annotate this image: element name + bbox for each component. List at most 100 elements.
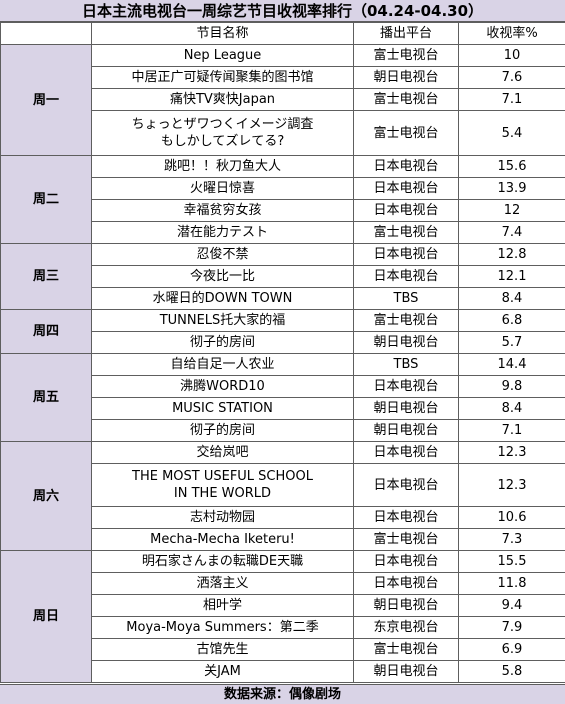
program-name: 忍俊不禁	[91, 243, 354, 266]
broadcast-platform: 日本电视台	[353, 199, 459, 222]
broadcast-platform: 朝日电视台	[353, 331, 459, 354]
broadcast-platform: 日本电视台	[353, 155, 459, 178]
rating-value: 6.9	[458, 638, 565, 661]
program-name: 水曜日的DOWN TOWN	[91, 287, 354, 310]
broadcast-platform: 日本电视台	[353, 375, 459, 398]
program-name: 今夜比一比	[91, 265, 354, 288]
broadcast-platform: 朝日电视台	[353, 419, 459, 442]
rating-value: 12.3	[458, 441, 565, 464]
header-name: 节目名称	[91, 22, 354, 45]
broadcast-platform: 富士电视台	[353, 221, 459, 244]
program-name-line2: もしかしてズレてる?	[160, 134, 285, 149]
broadcast-platform: 富士电视台	[353, 88, 459, 111]
broadcast-platform: 日本电视台	[353, 572, 459, 595]
table-row: 周三 忍俊不禁 日本电视台 12.8	[0, 243, 565, 310]
rating-value: 10.6	[458, 506, 565, 529]
program-name: 彻子的房间	[91, 331, 354, 354]
day-label: 周四	[0, 309, 92, 354]
table-row: 周日 明石家さんまの転職DE天職 日本电视台 15.5	[0, 550, 565, 683]
table-row: MUSIC STATION 朝日电视台 8.4	[1, 397, 565, 420]
table-header-row: 节目名称 播出平台 收视率%	[0, 22, 565, 45]
rating-value: 12	[458, 199, 565, 222]
rating-value: 12.3	[458, 463, 565, 507]
header-day-cell	[0, 22, 92, 45]
table-row: Moya-Moya Summers：第二季 东京电视台 7.9	[1, 616, 565, 639]
table-row: 相叶学 朝日电视台 9.4	[1, 594, 565, 617]
broadcast-platform: 富士电视台	[353, 110, 459, 156]
rating-value: 11.8	[458, 572, 565, 595]
program-name: TUNNELS托大家的福	[91, 309, 354, 332]
program-name: ちょっとザワつくイメージ調査 もしかしてズレてる?	[91, 110, 354, 156]
rating-value: 12.8	[458, 243, 565, 266]
rating-value: 7.1	[458, 88, 565, 111]
header-rating: 收视率%	[458, 22, 565, 45]
broadcast-platform: 日本电视台	[353, 265, 459, 288]
program-name: 关JAM	[91, 660, 354, 683]
rating-value: 13.9	[458, 177, 565, 200]
broadcast-platform: 日本电视台	[353, 441, 459, 464]
rating-value: 7.6	[458, 66, 565, 89]
program-name: 洒落主义	[91, 572, 354, 595]
table-row: 周一 Nep League 富士电视台 10	[0, 44, 565, 156]
table-row: 洒落主义 日本电视台 11.8	[1, 572, 565, 595]
program-name: MUSIC STATION	[91, 397, 354, 420]
program-name: 明石家さんまの転職DE天職	[91, 550, 354, 573]
table-row: 彻子的房间 朝日电视台 7.1	[1, 419, 565, 442]
day-label: 周日	[0, 550, 92, 683]
program-name: 跳吧！！秋刀鱼大人	[91, 155, 354, 178]
day-label: 周二	[0, 155, 92, 244]
program-name: 志村动物园	[91, 506, 354, 529]
broadcast-platform: 朝日电视台	[353, 397, 459, 420]
header-platform: 播出平台	[353, 22, 459, 45]
table-row: 潜在能力テスト 富士电视台 7.4	[1, 221, 565, 244]
table-row: 志村动物园 日本电视台 10.6	[1, 506, 565, 529]
ratings-table: 节目名称 播出平台 收视率% 周一 Nep League 富士电视台 10 中居正广可疑…	[0, 22, 565, 683]
broadcast-platform: 富士电视台	[353, 528, 459, 551]
program-name: Moya-Moya Summers：第二季	[91, 616, 354, 639]
rating-value: 7.1	[458, 419, 565, 442]
data-source-footer: 数据来源：偶像剧场	[0, 684, 565, 704]
rating-value: 10	[458, 44, 565, 67]
broadcast-platform: 日本电视台	[353, 463, 459, 507]
program-name: Mecha-Mecha Iketeru!	[91, 528, 354, 551]
rating-value: 7.3	[458, 528, 565, 551]
broadcast-platform: 富士电视台	[353, 309, 459, 332]
table-row: Mecha-Mecha Iketeru! 富士电视台 7.3	[1, 528, 565, 551]
day-label: 周五	[0, 353, 92, 442]
table-row: 今夜比一比 日本电视台 12.1	[1, 265, 565, 288]
program-name: 痛快TV爽快Japan	[91, 88, 354, 111]
program-name: 火曜日惊喜	[91, 177, 354, 200]
rating-value: 9.8	[458, 375, 565, 398]
page-title: 日本主流电视台一周综艺节目收视率排行（04.24-04.30）	[0, 0, 565, 22]
program-name-line1: THE MOST USEFUL SCHOOL	[132, 469, 313, 484]
program-name: THE MOST USEFUL SCHOOL IN THE WORLD	[91, 463, 354, 507]
table-row: 火曜日惊喜 日本电视台 13.9	[1, 177, 565, 200]
day-label: 周一	[0, 44, 92, 156]
broadcast-platform: 朝日电视台	[353, 660, 459, 683]
table-row: 幸福贫穷女孩 日本电视台 12	[1, 199, 565, 222]
table-row: 周二 跳吧！！秋刀鱼大人 日本电视台 15.6	[0, 155, 565, 244]
broadcast-platform: 朝日电视台	[353, 594, 459, 617]
table-row: 周四 TUNNELS托大家的福 富士电视台 6.8	[0, 309, 565, 354]
broadcast-platform: 东京电视台	[353, 616, 459, 639]
program-name: 沸腾WORD10	[91, 375, 354, 398]
broadcast-platform: 朝日电视台	[353, 66, 459, 89]
rating-value: 5.8	[458, 660, 565, 683]
rating-value: 15.5	[458, 550, 565, 573]
broadcast-platform: 日本电视台	[353, 177, 459, 200]
program-name: Nep League	[91, 44, 354, 67]
broadcast-platform: 富士电视台	[353, 638, 459, 661]
rating-value: 5.7	[458, 331, 565, 354]
table-row: 痛快TV爽快Japan 富士电视台 7.1	[1, 88, 565, 111]
rating-value: 12.1	[458, 265, 565, 288]
program-name: 自给自足一人农业	[91, 353, 354, 376]
table-row: THE MOST USEFUL SCHOOL IN THE WORLD 日本电视台 1…	[1, 463, 565, 507]
broadcast-platform: TBS	[353, 353, 459, 376]
table-row: 周六 交给岚吧 日本电视台 12.3	[0, 441, 565, 551]
rating-value: 7.4	[458, 221, 565, 244]
table-row: 周五 自给自足一人农业 TBS 14.4	[0, 353, 565, 442]
table-row: 关JAM 朝日电视台 5.8	[1, 660, 565, 683]
rating-value: 8.4	[458, 397, 565, 420]
broadcast-platform: 日本电视台	[353, 506, 459, 529]
